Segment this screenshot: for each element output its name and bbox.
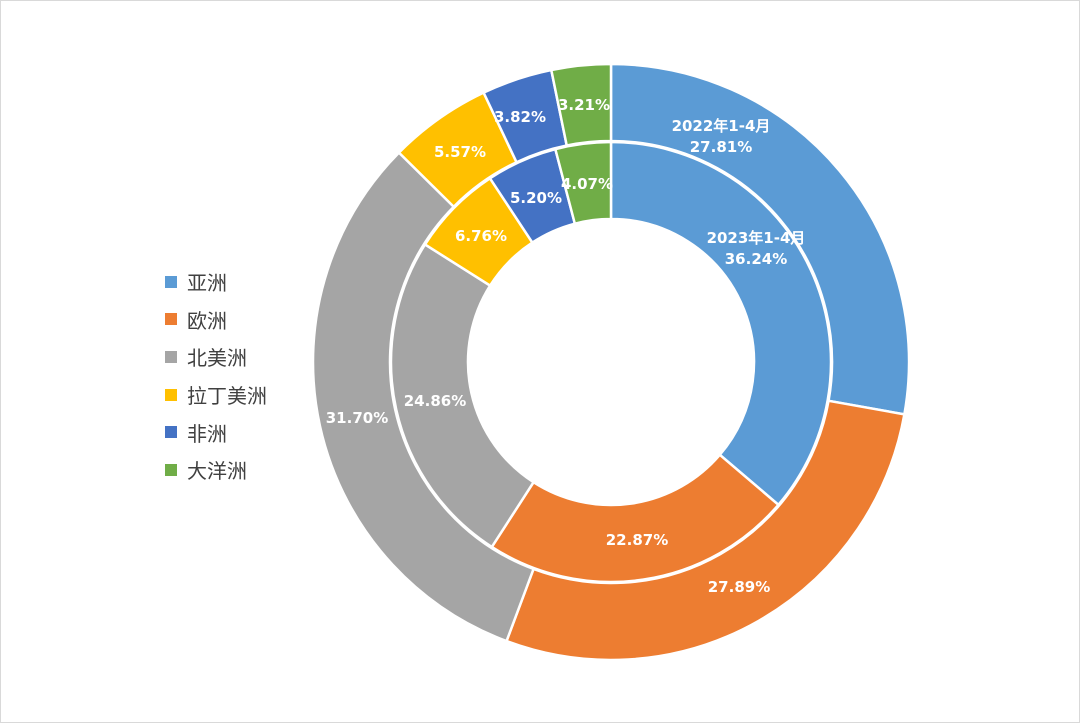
outer-ring-label-1: 27.89% xyxy=(708,578,770,596)
outer-ring-slice-0 xyxy=(609,62,911,416)
legend-label: 北美洲 xyxy=(187,346,247,371)
legend: 亚洲 欧洲 北美洲 拉丁美洲 非洲 大洋洲 xyxy=(165,263,267,489)
legend-swatch-4 xyxy=(165,426,177,439)
inner-ring-label-4: 5.20% xyxy=(510,189,562,207)
inner-ring-label-2: 24.86% xyxy=(404,392,466,410)
legend-item: 大洋洲 xyxy=(165,451,267,489)
outer-ring-label-0: 2022年1-4月 27.81% xyxy=(672,117,771,156)
outer-ring-slice-1 xyxy=(504,399,906,662)
legend-swatch-3 xyxy=(165,388,177,401)
outer-ring-label-4: 3.82% xyxy=(494,108,546,126)
legend-item: 欧洲 xyxy=(165,301,267,339)
legend-swatch-2 xyxy=(165,350,177,363)
legend-label: 欧洲 xyxy=(187,308,227,333)
legend-label: 亚洲 xyxy=(187,271,227,296)
legend-swatch-0 xyxy=(165,275,177,288)
outer-ring-label-5: 3.21% xyxy=(558,96,610,114)
outer-ring-label-2: 31.70% xyxy=(326,409,388,427)
outer-ring-slice-5 xyxy=(549,62,613,147)
legend-item: 非洲 xyxy=(165,413,267,451)
legend-label: 非洲 xyxy=(187,421,227,446)
inner-ring-label-0: 2023年1-4月 36.24% xyxy=(707,229,806,268)
legend-swatch-1 xyxy=(165,313,177,326)
legend-item: 北美洲 xyxy=(165,338,267,376)
legend-item: 拉丁美洲 xyxy=(165,376,267,414)
outer-ring-label-3: 5.57% xyxy=(434,143,486,161)
inner-ring-label-3: 6.76% xyxy=(455,227,507,245)
inner-ring-label-1: 22.87% xyxy=(606,531,668,549)
legend-swatch-5 xyxy=(165,463,177,476)
legend-label: 拉丁美洲 xyxy=(187,384,267,409)
inner-ring-label-5: 4.07% xyxy=(561,175,613,193)
legend-label: 大洋洲 xyxy=(187,459,247,484)
legend-item: 亚洲 xyxy=(165,263,267,301)
outer-ring-slice-2 xyxy=(311,150,536,643)
